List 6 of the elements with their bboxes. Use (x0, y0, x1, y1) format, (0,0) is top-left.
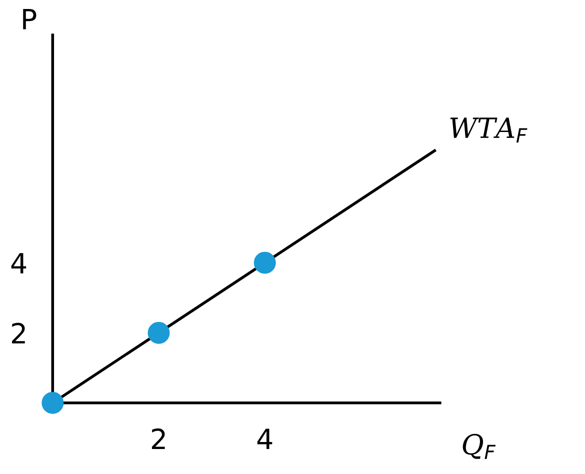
point (148, 322, 170, 344)
y-axis-title: P (23, 9, 36, 30)
annotation: WTA$_{F}$ (450, 118, 528, 142)
point (254, 252, 276, 274)
point (42, 392, 64, 414)
x-axis-title: Q$_{F}$ (462, 434, 496, 460)
